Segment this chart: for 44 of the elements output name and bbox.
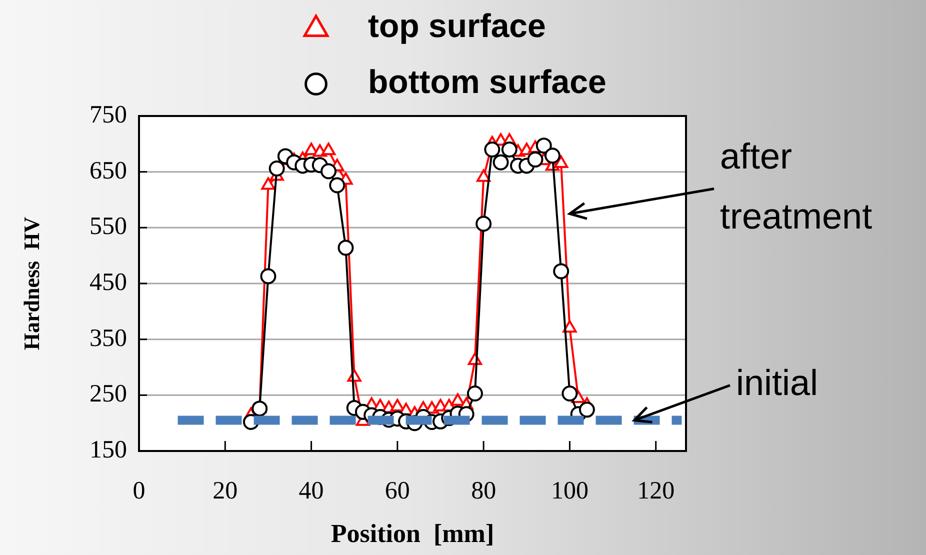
x-tick-label: 0 bbox=[132, 478, 146, 505]
annotation: after treatment bbox=[720, 136, 872, 237]
y-tick-label: 150 bbox=[90, 436, 127, 464]
y-tick-label: 350 bbox=[90, 324, 127, 352]
y-tick-label: 650 bbox=[90, 157, 127, 184]
y-tick-label: 550 bbox=[90, 213, 127, 240]
point bbox=[268, 160, 285, 176]
point bbox=[544, 148, 560, 164]
point bbox=[329, 177, 346, 194]
x-tick-label: 100 bbox=[550, 478, 588, 505]
point bbox=[476, 169, 491, 182]
x-tick-label: 80 bbox=[471, 478, 496, 505]
y-axis-title: Hardness HV bbox=[18, 216, 44, 350]
point bbox=[252, 400, 268, 417]
annotation: initial bbox=[736, 362, 818, 404]
point bbox=[466, 385, 483, 402]
point bbox=[450, 393, 465, 406]
point bbox=[260, 268, 276, 284]
point bbox=[578, 402, 595, 418]
point bbox=[320, 163, 337, 180]
y-tick-label: 450 bbox=[90, 269, 127, 296]
point bbox=[338, 240, 354, 256]
point bbox=[492, 154, 509, 170]
point bbox=[527, 152, 544, 168]
x-tick-label: 120 bbox=[637, 478, 675, 505]
point bbox=[321, 142, 336, 156]
x-tick-label: 60 bbox=[384, 478, 410, 505]
point bbox=[536, 138, 552, 154]
point bbox=[476, 216, 492, 232]
point bbox=[554, 155, 568, 168]
point bbox=[562, 320, 577, 333]
point bbox=[562, 385, 578, 402]
legend-label: top surface bbox=[368, 7, 546, 44]
y-tick-label: 750 bbox=[90, 102, 127, 129]
point bbox=[553, 263, 570, 280]
point bbox=[501, 142, 518, 158]
x-tick-label: 20 bbox=[212, 478, 238, 505]
x-tick-label: 40 bbox=[298, 478, 324, 505]
point bbox=[261, 177, 276, 190]
point bbox=[484, 142, 500, 158]
point bbox=[390, 398, 404, 412]
legend-label: bottom surface bbox=[368, 63, 606, 100]
x-axis-title: Position [mm] bbox=[330, 519, 494, 548]
y-tick-label: 250 bbox=[90, 380, 127, 408]
